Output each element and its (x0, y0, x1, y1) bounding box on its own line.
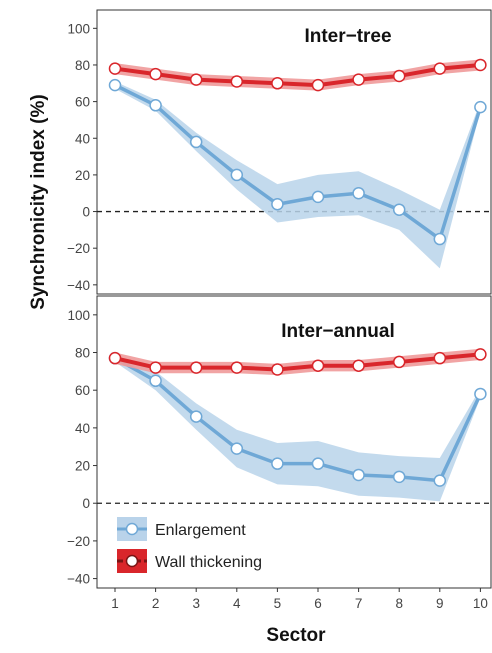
enlargement-point (352, 186, 365, 200)
y-tick-label: 40 (75, 131, 90, 146)
enlargement-point (230, 442, 244, 455)
enlargement-point (433, 232, 447, 246)
wall-point (271, 363, 284, 376)
wall-line (114, 62, 481, 88)
y-tick-label: 20 (75, 168, 90, 183)
wall-point (230, 361, 244, 374)
legend-marker-enlargement (125, 522, 139, 536)
wall-point (230, 75, 244, 88)
x-tick-label: 10 (473, 596, 488, 611)
y-tick-label: 0 (82, 205, 90, 220)
panel-title: Inter−annual (281, 321, 395, 342)
enlargement-line (114, 83, 483, 241)
y-tick-label: −40 (67, 572, 90, 587)
y-tick-label: 20 (75, 459, 90, 474)
legend-label-wall: Wall thickening (155, 554, 262, 571)
wall-confidence-band (115, 59, 481, 91)
x-tick-label: 8 (395, 596, 403, 611)
y-tick-label: 40 (75, 421, 90, 436)
y-tick-label: 80 (75, 346, 90, 361)
panel-inter-annual: −40 −20 0 20 40 60 80 100 Inter−annual (67, 295, 492, 589)
wall-point (311, 78, 325, 92)
y-tick-label: 0 (82, 496, 90, 511)
enlargement-point (311, 190, 325, 204)
enlargement-point (392, 470, 406, 484)
y-tick-label: −20 (67, 241, 90, 256)
x-tick-label: 9 (436, 596, 444, 611)
x-tick-label: 7 (355, 596, 363, 611)
wall-point (108, 351, 122, 365)
enlargement-point (149, 374, 162, 388)
wall-point (189, 73, 203, 86)
enlargement-point (108, 78, 122, 92)
wall-point (189, 361, 203, 374)
y-tick-label: −40 (67, 278, 90, 293)
y-tick-label: 80 (75, 58, 90, 73)
enlargement-point (352, 468, 365, 482)
x-tick-label: 4 (233, 596, 241, 611)
x-tick-label: 2 (152, 596, 160, 611)
wall-point (392, 69, 406, 83)
enlargement-confidence-band (115, 81, 481, 269)
panel-title: Inter−tree (304, 26, 391, 47)
enlargement-point (189, 135, 203, 149)
panel-frame (96, 295, 492, 589)
wall-point (352, 73, 365, 86)
y-axis-label: Synchronicity index (%) (28, 94, 49, 309)
wall-point (149, 361, 162, 374)
wall-point (311, 359, 325, 372)
enlargement-point (271, 197, 284, 211)
panel-frame (96, 9, 492, 295)
enlargement-point (230, 168, 244, 182)
wall-confidence-band (115, 348, 481, 376)
panel-inter-tree: −40 −20 0 20 40 60 80 100 Inter−tree (67, 9, 492, 295)
y-tick-label: 60 (75, 383, 90, 398)
enlargement-point (271, 457, 284, 470)
y-tick-label: 100 (67, 21, 90, 36)
legend-label-enlargement: Enlargement (155, 522, 246, 539)
y-tick-label: −20 (67, 534, 90, 549)
enlargement-confidence-band (115, 354, 481, 502)
wall-point (474, 58, 487, 72)
enlargement-point (311, 457, 325, 470)
enlargement-point (392, 203, 406, 216)
wall-point (474, 348, 487, 361)
wall-point (392, 355, 406, 369)
x-axis-label: Sector (266, 625, 326, 646)
x-tick-label: 6 (314, 596, 322, 611)
enlargement-point (474, 387, 487, 401)
wall-point (271, 77, 284, 90)
x-tick-label: 3 (192, 596, 200, 611)
enlargement-point (149, 99, 162, 112)
legend-marker-wall (125, 554, 139, 568)
enlargement-point (433, 474, 447, 487)
wall-point (149, 67, 162, 81)
enlargement-point (474, 100, 487, 114)
wall-point (433, 62, 447, 75)
wall-point (108, 62, 122, 75)
y-tick-label: 100 (67, 308, 90, 323)
wall-point (352, 359, 365, 372)
x-tick-label: 5 (274, 596, 282, 611)
wall-point (433, 351, 447, 365)
wall-line (114, 352, 481, 372)
x-tick-label: 1 (111, 596, 119, 611)
enlargement-point (189, 410, 203, 423)
enlargement-line (114, 356, 482, 483)
y-tick-label: 60 (75, 95, 90, 110)
